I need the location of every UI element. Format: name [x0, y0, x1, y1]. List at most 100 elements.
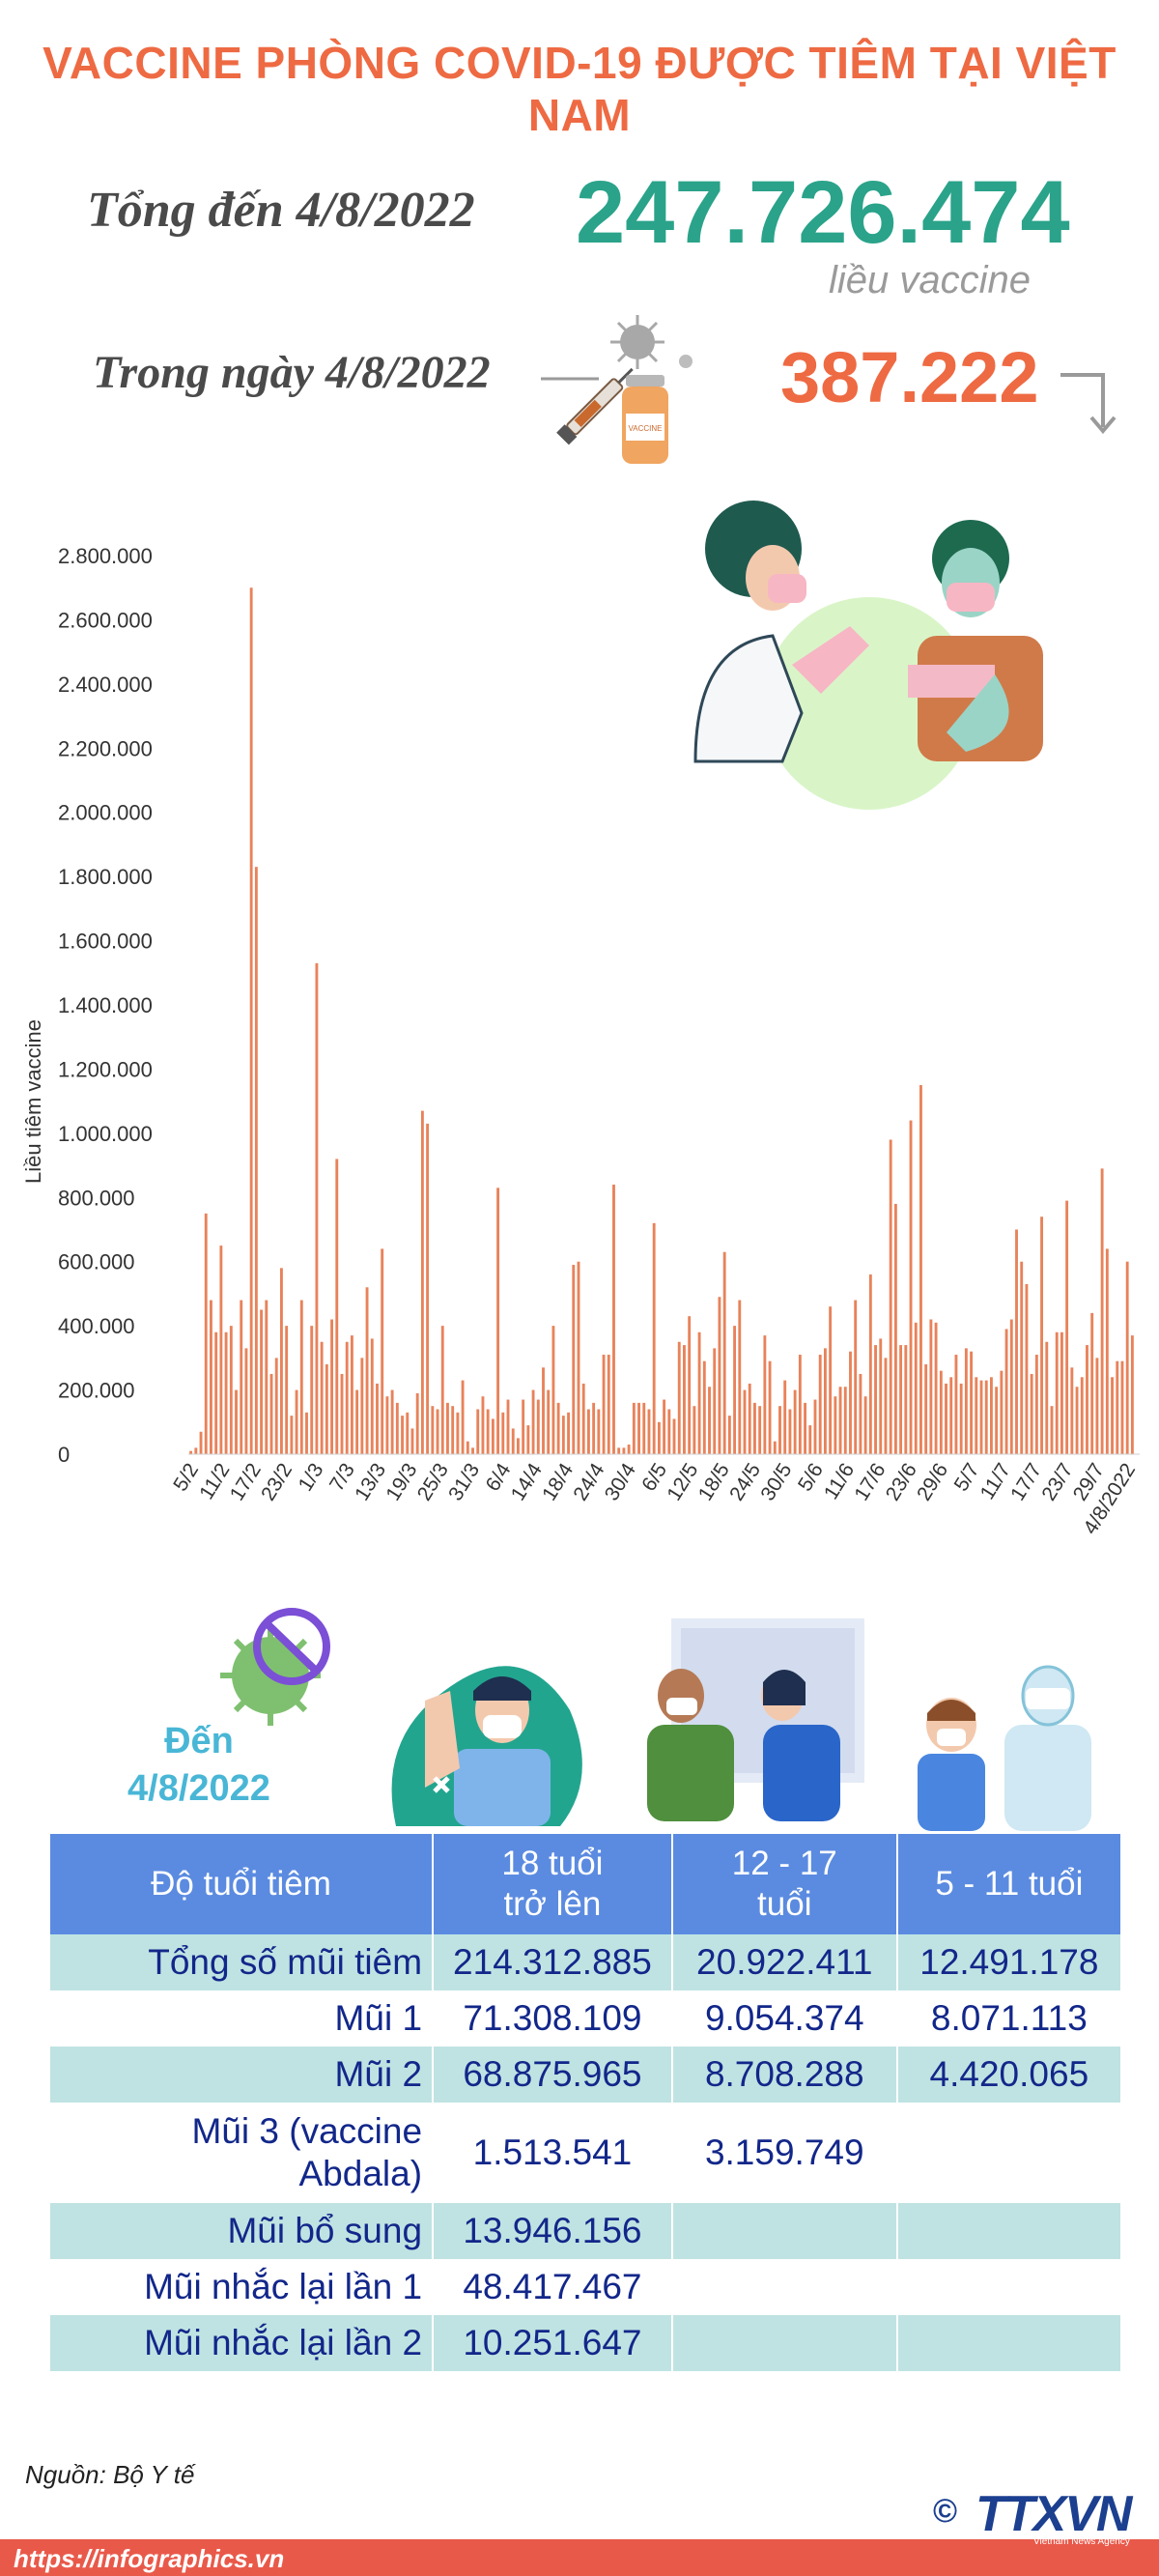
chart-bar	[395, 1402, 399, 1454]
chart-bar	[834, 1396, 837, 1454]
x-tick-label: 31/3	[444, 1459, 484, 1504]
row-label: Mũi bổ sung	[50, 2203, 435, 2259]
chart-bar	[290, 1416, 294, 1454]
chart-bar	[647, 1409, 651, 1454]
x-tick-label: 1/3	[295, 1459, 328, 1495]
chart-bar	[970, 1351, 974, 1454]
chart-bar	[189, 1450, 193, 1454]
chart-bar	[1004, 1329, 1008, 1454]
chart-bar	[657, 1421, 661, 1454]
chart-bar	[688, 1316, 692, 1454]
x-tick-label: 23/7	[1037, 1459, 1077, 1504]
table-row: Mũi bổ sung 13.946.156	[50, 2203, 1120, 2259]
chart-bar	[683, 1345, 686, 1454]
chart-bar	[1100, 1168, 1104, 1454]
logo-subtitle: Vietnam News Agency	[1033, 2536, 1130, 2547]
cell-value: 68.875.965	[433, 2046, 673, 2103]
chart-bar	[1034, 1355, 1038, 1454]
header-18-plus: 18 tuổi trở lên	[433, 1834, 673, 1934]
chart-bar	[843, 1387, 847, 1454]
chart-bar	[240, 1300, 243, 1454]
chart-bar	[431, 1406, 435, 1454]
chart-bar	[365, 1287, 369, 1454]
chart-bar	[320, 1341, 324, 1454]
chart-bar	[874, 1345, 877, 1454]
chart-bar	[954, 1355, 958, 1454]
chart-bar	[426, 1123, 430, 1454]
chart-bar	[939, 1370, 943, 1454]
copyright-icon: ©	[933, 2493, 958, 2530]
chart-bar	[214, 1331, 218, 1454]
chart-bar	[305, 1412, 308, 1454]
x-tick-label: 18/5	[694, 1459, 734, 1504]
x-tick-label: 17/7	[1006, 1459, 1046, 1504]
chart-bar	[677, 1341, 681, 1454]
y-tick-label: 1.000.000	[58, 1122, 153, 1146]
chart-bar	[1060, 1331, 1063, 1454]
chart-bar	[838, 1387, 842, 1454]
row-label: Mũi 3 (vaccine Abdala)	[50, 2103, 435, 2203]
chart-bar	[727, 1416, 731, 1454]
total-label: Tổng đến 4/8/2022	[87, 183, 475, 238]
chart-bar	[451, 1406, 455, 1454]
chart-bar	[642, 1402, 646, 1454]
chart-bar	[753, 1402, 756, 1454]
x-tick-label: 30/5	[756, 1459, 796, 1504]
chart-bar	[376, 1383, 379, 1454]
chart-bar	[506, 1399, 510, 1454]
cell-value: 9.054.374	[671, 1990, 898, 2046]
y-axis-label: Liều tiêm vaccine	[21, 1019, 45, 1184]
chart-bar	[959, 1383, 963, 1454]
total-value: 247.726.474	[576, 163, 1070, 262]
footer-link[interactable]: https://infographics.vn	[14, 2544, 285, 2573]
chart-bar	[914, 1322, 918, 1454]
chart-bar	[471, 1447, 474, 1454]
chart-bar	[325, 1364, 328, 1454]
ttxvn-logo: TTXVN	[975, 2486, 1132, 2542]
chart-bar	[345, 1341, 349, 1454]
chart-bar	[637, 1402, 640, 1454]
chart-bar	[702, 1360, 706, 1454]
header-age-group: Độ tuổi tiêm	[50, 1834, 435, 1934]
man-after-vaccine-illustration	[391, 1666, 582, 1826]
down-arrow-icon	[1060, 373, 1117, 435]
chart-bar	[269, 1373, 273, 1454]
chart-bar	[254, 867, 258, 1454]
cell-value: 12.491.178	[896, 1934, 1120, 1990]
chart-bar	[607, 1355, 610, 1454]
chart-bar	[995, 1387, 999, 1454]
chart-bar	[617, 1447, 621, 1454]
chart-bar	[244, 1348, 248, 1454]
footer-bar	[0, 2539, 1159, 2576]
chart-bar	[491, 1418, 495, 1454]
cell-value	[671, 2259, 898, 2315]
chart-bar	[401, 1416, 404, 1454]
chart-bar	[385, 1396, 389, 1454]
chart-bar	[979, 1380, 983, 1454]
x-tick-label: 19/3	[382, 1459, 421, 1504]
chart-bar	[1130, 1335, 1134, 1454]
chart-bar	[990, 1377, 993, 1454]
x-tick-label: 11/2	[195, 1459, 234, 1503]
chart-bar	[461, 1380, 465, 1454]
chart-bar	[964, 1348, 968, 1454]
chart-bar	[718, 1297, 721, 1454]
chart-bar	[934, 1322, 938, 1454]
chart-bar	[592, 1402, 596, 1454]
chart-bar	[522, 1399, 525, 1454]
chart-bar	[199, 1431, 203, 1454]
x-tick-label: 11/7	[976, 1459, 1015, 1503]
chart-bar	[1086, 1345, 1088, 1454]
table-header-row: Độ tuổi tiêm 18 tuổi trở lên 12 - 17 tuổ…	[50, 1834, 1120, 1934]
table-row: Mũi nhắc lại lần 1 48.417.467	[50, 2259, 1120, 2315]
chart-bar	[370, 1338, 374, 1454]
chart-bar	[1075, 1387, 1079, 1454]
chart-bar	[531, 1389, 535, 1454]
chart-bar	[330, 1319, 333, 1454]
chart-bar	[808, 1425, 812, 1454]
chart-bar	[446, 1402, 449, 1454]
x-tick-label: 24/4	[569, 1459, 608, 1504]
chart-bar	[652, 1222, 656, 1454]
row-label: Mũi 1	[50, 1990, 435, 2046]
x-tick-label: 30/4	[601, 1459, 640, 1504]
